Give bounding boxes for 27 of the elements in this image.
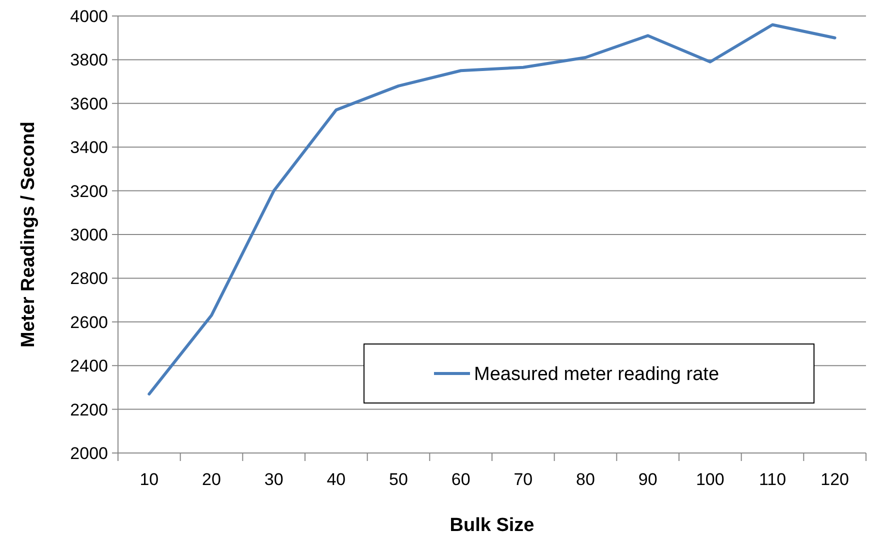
y-tick-label: 2800 (70, 269, 108, 288)
y-tick-label: 2200 (70, 400, 108, 420)
x-tick-label: 60 (451, 470, 470, 489)
y-tick-label: 3600 (70, 94, 108, 114)
x-tick-label: 70 (514, 470, 533, 489)
x-tick-label: 20 (202, 470, 221, 489)
x-tick-label: 120 (820, 470, 850, 489)
y-tick-label: 3000 (70, 225, 108, 244)
x-tick-label: 100 (696, 470, 724, 489)
x-tick-label: 30 (264, 470, 284, 489)
y-tick-label: 3400 (70, 138, 108, 158)
y-tick-label: 4000 (70, 6, 108, 26)
x-tick-label: 80 (576, 470, 595, 489)
y-tick-label: 2600 (70, 312, 108, 332)
line-series (148, 23, 836, 396)
x-tick-label: 10 (140, 470, 159, 489)
y-tick-label: 3800 (70, 50, 108, 70)
x-tick-label: 90 (638, 470, 658, 489)
legend-label: Measured meter reading rate (474, 364, 720, 386)
y-tick-label: 3200 (70, 182, 108, 201)
x-axis-title: Bulk Size (450, 515, 534, 536)
y-tick-label: 2400 (70, 356, 108, 376)
y-tick-label: 2000 (70, 444, 108, 463)
x-tick-label: 50 (389, 470, 408, 489)
y-axis-title: Meter Readings / Second (18, 122, 39, 348)
x-tick-label: 40 (326, 470, 346, 489)
x-tick-label: 110 (758, 470, 786, 489)
